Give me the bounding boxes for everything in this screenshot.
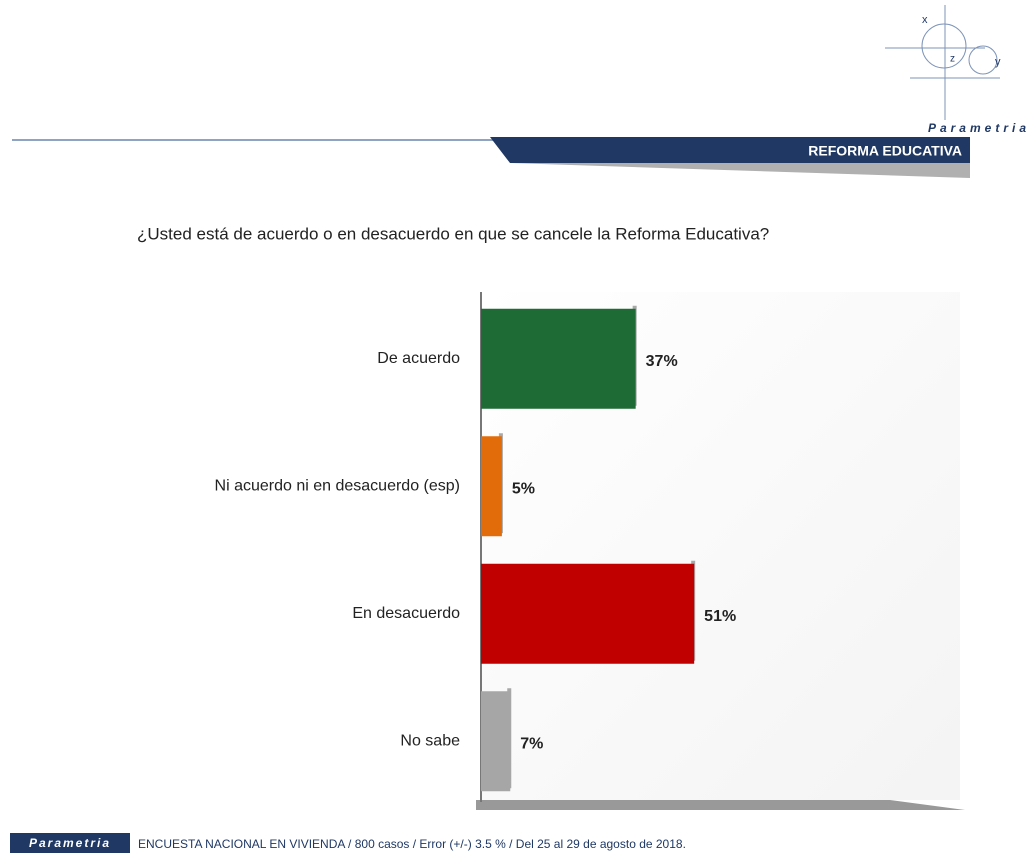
logo — [885, 5, 1000, 120]
bar — [481, 308, 636, 409]
footer-logo-box — [10, 833, 130, 853]
bar — [481, 563, 695, 664]
footer-brand: Parametria — [29, 836, 111, 850]
logo-letter: z — [950, 54, 955, 65]
category-label: De acuerdo — [377, 350, 460, 367]
header-shadow — [510, 163, 970, 178]
category-label: Ni acuerdo ni en desacuerdo (esp) — [215, 477, 460, 494]
plot-back — [481, 292, 960, 800]
value-label: 51% — [704, 608, 736, 625]
value-label: 7% — [520, 735, 543, 752]
bar — [481, 436, 502, 537]
bar — [481, 691, 511, 792]
logo-letter: y — [995, 56, 1001, 68]
header-band — [490, 137, 970, 163]
footer-note: ENCUESTA NACIONAL EN VIVIENDA / 800 caso… — [138, 837, 686, 851]
header-title: REFORMA EDUCATIVA — [808, 143, 962, 159]
logo-letter: x — [922, 14, 928, 26]
value-label: 37% — [646, 353, 678, 370]
plot-floor — [476, 800, 965, 810]
value-label: 5% — [512, 480, 535, 497]
category-label: No sabe — [400, 732, 460, 749]
category-label: En desacuerdo — [352, 605, 460, 622]
chart-title: ¿Usted está de acuerdo o en desacuerdo e… — [137, 224, 769, 243]
logo-name: Parametria — [928, 121, 1030, 135]
